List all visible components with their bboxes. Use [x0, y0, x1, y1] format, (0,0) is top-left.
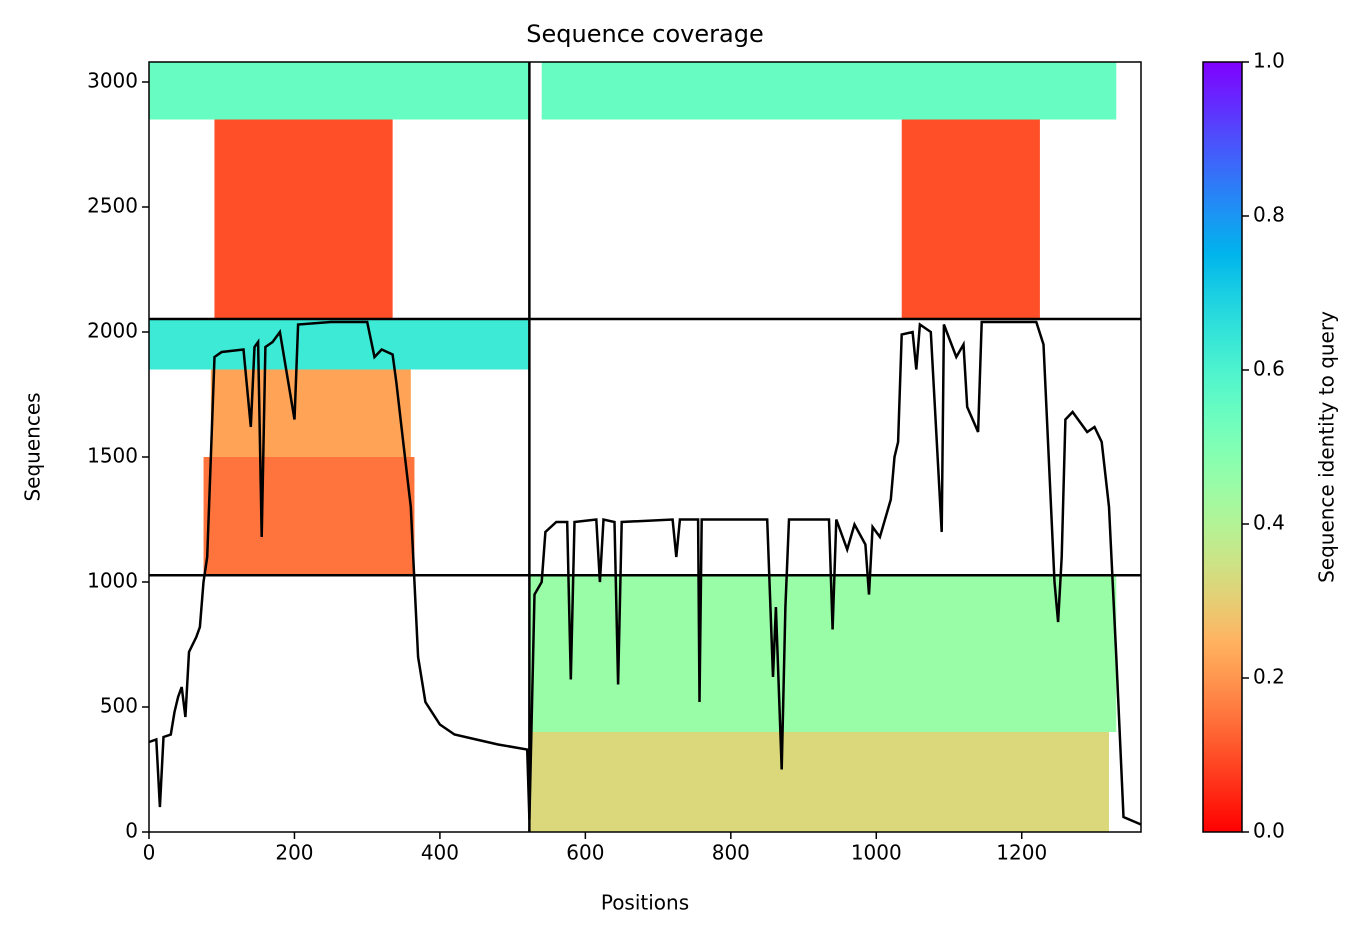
coverage-block: [901, 119, 1040, 319]
y-tick-label: 500: [100, 694, 138, 718]
coverage-block: [541, 62, 1117, 120]
x-tick-label: 600: [566, 841, 604, 865]
coverage-block: [529, 575, 1117, 732]
y-tick-label: 3000: [87, 69, 138, 93]
x-tick-label: 0: [143, 841, 156, 865]
coverage-block: [149, 62, 530, 120]
y-tick-label: 1000: [87, 569, 138, 593]
x-tick-label: 400: [421, 841, 459, 865]
colorbar-tick-label: 0.2: [1253, 665, 1285, 689]
coverage-block: [210, 369, 411, 457]
x-tick-label: 200: [275, 841, 313, 865]
x-tick-label: 1000: [851, 841, 902, 865]
plot-frame: [148, 61, 1142, 833]
coverage-line: [148, 320, 1142, 826]
x-tick-label: 800: [712, 841, 750, 865]
y-axis-label: Sequences: [21, 392, 45, 501]
coverage-block: [214, 119, 393, 319]
y-tick-label: 2000: [87, 319, 138, 343]
coverage-block: [149, 319, 530, 370]
x-tick-label: 1200: [996, 841, 1047, 865]
colorbar-tick-label: 0.4: [1253, 511, 1285, 535]
colorbar-tick-label: 1.0: [1253, 49, 1285, 73]
y-tick-label: 1500: [87, 444, 138, 468]
colorbar-label: Sequence identity to query: [1315, 311, 1339, 583]
chart-title: Sequence coverage: [526, 20, 763, 48]
coverage-block: [203, 457, 415, 576]
coverage-block: [529, 732, 1109, 832]
colorbar-tick-label: 0.0: [1253, 819, 1285, 843]
y-tick-label: 2500: [87, 194, 138, 218]
y-tick-label: 0: [125, 819, 138, 843]
colorbar-tick-label: 0.6: [1253, 357, 1285, 381]
x-axis-label: Positions: [601, 891, 689, 915]
colorbar: [1202, 61, 1243, 833]
colorbar-tick-label: 0.8: [1253, 203, 1285, 227]
